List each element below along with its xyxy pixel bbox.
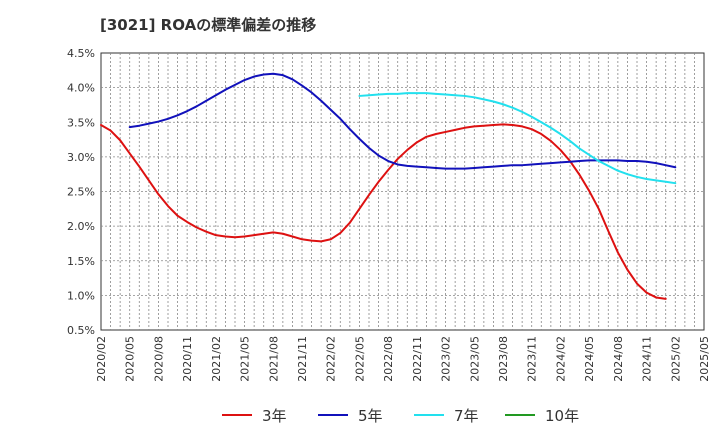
series-lines — [100, 72, 677, 300]
y-tick-label: 4.0% — [67, 82, 95, 95]
x-tick-label: 2024/05 — [583, 336, 596, 382]
legend-label: 5年 — [358, 406, 383, 425]
y-tick-label: 2.5% — [67, 186, 95, 199]
x-tick-label: 2022/08 — [382, 336, 395, 382]
x-tick-label: 2024/11 — [641, 336, 654, 382]
legend-swatch — [222, 414, 252, 416]
x-tick-label: 2020/02 — [95, 336, 108, 382]
series-line-5年 — [128, 72, 677, 170]
legend-label: 7年 — [454, 406, 479, 425]
x-tick-label: 2023/08 — [497, 336, 510, 382]
y-tick-label: 2.0% — [67, 220, 95, 233]
x-tick-label: 2020/05 — [124, 336, 137, 382]
x-tick-label: 2021/08 — [267, 336, 280, 382]
y-tick-label: 4.5% — [67, 47, 95, 60]
legend-label: 3年 — [262, 406, 287, 425]
grid-lines — [100, 52, 705, 331]
legend-item-7年: 7年 — [414, 404, 479, 426]
y-tick-label: 3.5% — [67, 116, 95, 129]
y-tick-label: 1.5% — [67, 255, 95, 268]
x-tick-label: 2020/08 — [152, 336, 165, 382]
x-tick-label: 2020/11 — [181, 336, 194, 382]
legend-swatch — [505, 414, 535, 416]
x-tick-label: 2021/02 — [210, 336, 223, 382]
x-tick-label: 2024/08 — [612, 336, 625, 382]
legend-swatch — [414, 414, 444, 416]
series-line-3年 — [100, 123, 667, 300]
x-tick-label: 2022/05 — [353, 336, 366, 382]
y-tick-label: 0.5% — [67, 324, 95, 337]
axes: 4.5%4.0%3.5%3.0%2.5%2.0%1.5%1.0%0.5%2020… — [67, 47, 711, 382]
legend-item-10年: 10年 — [505, 404, 579, 426]
legend-swatch — [318, 414, 348, 416]
x-tick-label: 2022/11 — [411, 336, 424, 382]
x-tick-label: 2025/02 — [669, 336, 682, 382]
x-tick-label: 2022/02 — [325, 336, 338, 382]
chart-title: [3021] ROAの標準偏差の推移 — [100, 16, 317, 34]
x-tick-label: 2023/05 — [468, 336, 481, 382]
y-tick-label: 1.0% — [67, 289, 95, 302]
series-line-7年 — [358, 92, 677, 185]
legend-item-3年: 3年 — [222, 404, 287, 426]
x-tick-label: 2023/02 — [440, 336, 453, 382]
x-tick-label: 2024/02 — [554, 336, 567, 382]
x-tick-label: 2023/11 — [526, 336, 539, 382]
legend-item-5年: 5年 — [318, 404, 383, 426]
legend-label: 10年 — [545, 406, 580, 425]
x-tick-label: 2021/05 — [239, 336, 252, 382]
y-tick-label: 3.0% — [67, 151, 95, 164]
x-tick-label: 2021/11 — [296, 336, 309, 382]
chart-legend: 3年 5年 7年 10年 — [0, 404, 720, 428]
x-tick-label: 2025/05 — [698, 336, 711, 382]
